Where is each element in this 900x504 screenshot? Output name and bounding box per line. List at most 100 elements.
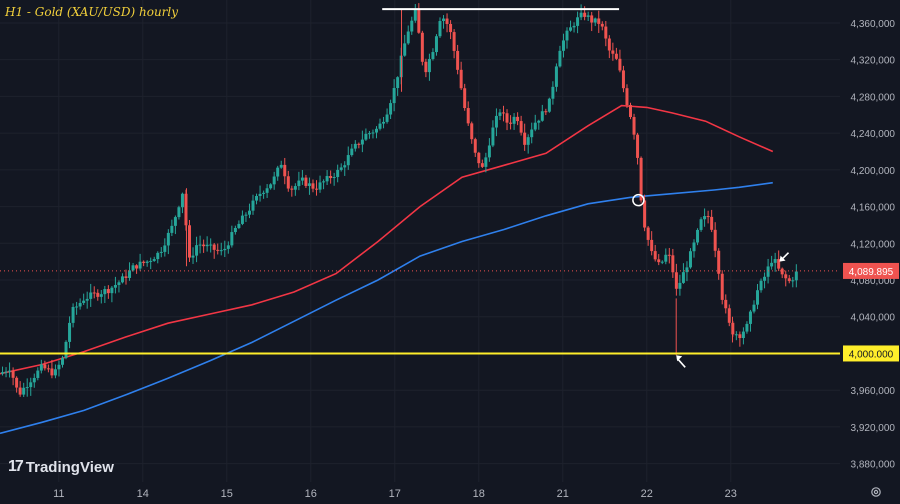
candle-body — [329, 176, 333, 179]
candle-body — [759, 280, 763, 291]
candle-body — [558, 50, 562, 67]
candle-body — [406, 31, 410, 44]
candle-body — [269, 184, 273, 189]
candle-body — [339, 167, 343, 170]
time-axis[interactable]: 11 14 15 16 17 18 21 22 23 — [53, 488, 737, 500]
candle-body — [4, 371, 8, 373]
candle-body — [621, 70, 625, 89]
candle-body — [565, 30, 569, 41]
candle-body — [82, 300, 86, 303]
candle-body — [646, 227, 650, 240]
candle-body — [195, 245, 199, 256]
candle-body — [223, 248, 227, 251]
candle-body — [75, 306, 79, 308]
candle-body — [307, 183, 311, 186]
candle-body — [660, 261, 664, 263]
candle-body — [449, 23, 453, 33]
chart-title: H1 - Gold (XAU/USD) hourly — [5, 5, 179, 19]
candle-body — [777, 259, 781, 269]
x-tick-label: 15 — [221, 488, 233, 500]
candle-body — [427, 58, 431, 73]
candle-body — [353, 143, 357, 149]
price-axis[interactable]: 3,880,000 3,920,000 3,960,000 4,040,000 4,08… — [843, 19, 899, 471]
candle-body — [438, 21, 442, 37]
candle-body — [360, 139, 364, 145]
candle-body — [177, 207, 181, 218]
candle-body — [113, 284, 117, 288]
candle-body — [251, 200, 255, 211]
candle-body — [470, 123, 474, 140]
candle-body — [332, 177, 336, 179]
candle-body — [583, 12, 587, 17]
candle-body — [39, 364, 43, 371]
candle-body — [505, 113, 509, 123]
candle-body — [600, 23, 604, 27]
candle-body — [713, 229, 717, 251]
candle-body — [674, 272, 678, 289]
candle-body — [117, 282, 121, 285]
candle-body — [484, 157, 488, 167]
candle-body — [152, 259, 156, 261]
candle-body — [657, 259, 661, 263]
candle-body — [688, 251, 692, 268]
candle-body — [244, 214, 248, 216]
y-tick-label: 4,320,000 — [851, 56, 896, 67]
candle-body — [523, 132, 527, 145]
candle-body — [53, 369, 57, 376]
candle-body — [456, 50, 460, 70]
candle-body — [357, 143, 361, 145]
candle-body — [311, 183, 315, 189]
candle-body — [576, 17, 580, 26]
candle-body — [586, 15, 590, 17]
y-tick-label: 3,920,000 — [851, 423, 896, 434]
candle-body — [561, 40, 565, 51]
candle-body — [572, 25, 576, 28]
candle-body — [692, 242, 696, 252]
annotation-arrow-icon — [779, 252, 790, 262]
candle-body — [410, 20, 414, 32]
y-tick-label: 4,360,000 — [851, 19, 896, 30]
candle-body — [569, 27, 573, 31]
candle-body — [336, 169, 340, 178]
candle-body — [396, 77, 400, 89]
candle-body — [533, 122, 537, 130]
candle-body — [300, 177, 304, 181]
candle-body — [145, 261, 149, 263]
candle-body — [738, 334, 742, 339]
candle-body — [611, 50, 615, 54]
candle-body — [78, 302, 82, 307]
tradingview-logo: 17 TradingView — [8, 458, 114, 476]
candle-body — [343, 165, 347, 168]
candle-body — [593, 18, 597, 23]
candle-body — [166, 232, 170, 246]
candle-body — [643, 200, 647, 228]
candle-body — [787, 278, 791, 282]
candle-body — [717, 250, 721, 274]
x-tick-label: 23 — [725, 488, 737, 500]
candle-body — [233, 227, 237, 233]
candle-body — [466, 108, 470, 124]
gear-icon[interactable] — [870, 486, 882, 498]
candle-body — [752, 304, 756, 312]
candle-body — [463, 88, 467, 109]
candle-body — [237, 223, 241, 228]
candle-body — [551, 86, 555, 99]
candle-body — [138, 261, 142, 269]
candle-body — [265, 188, 269, 193]
candle-body — [163, 245, 167, 252]
candle-body — [219, 250, 223, 252]
candle-body — [262, 192, 266, 194]
current-price-tag-bg — [843, 262, 899, 279]
candle-body — [487, 145, 491, 158]
arrow-head — [779, 255, 786, 262]
candle-body — [667, 254, 671, 256]
candle-body — [346, 155, 350, 166]
candle-body — [8, 370, 12, 372]
candle-body — [255, 196, 259, 201]
candle-body — [68, 322, 72, 342]
candle-body — [170, 225, 174, 233]
candle-body — [36, 370, 40, 378]
candle-body — [382, 121, 386, 124]
candle-body — [43, 364, 47, 369]
